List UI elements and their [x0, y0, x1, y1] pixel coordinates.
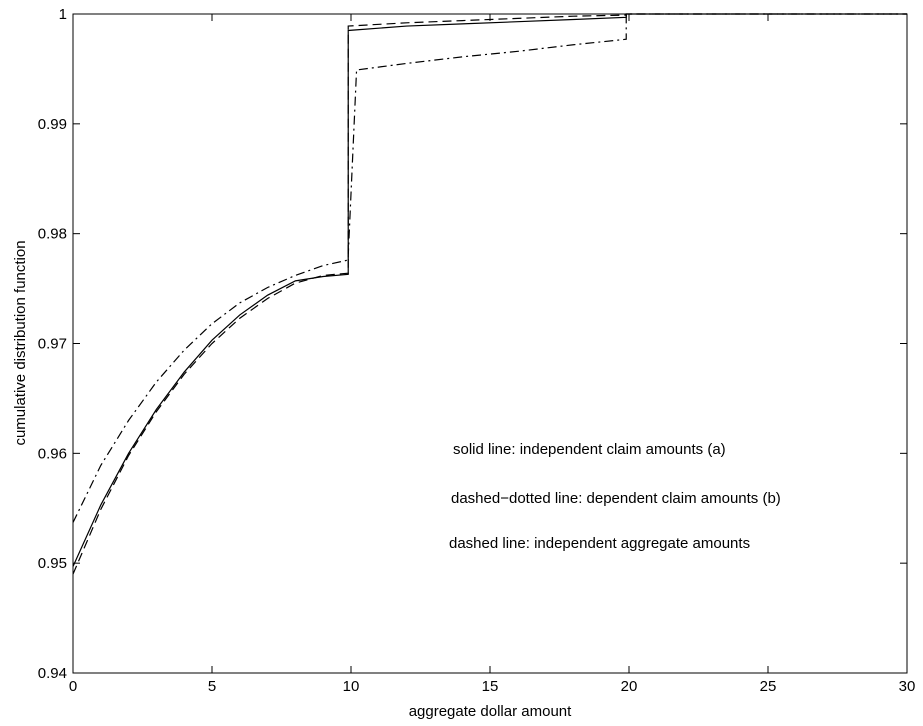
x-tick-label: 0 [69, 678, 77, 695]
plot-frame [72, 13, 908, 674]
y-axis-label: cumulative distribution function [12, 240, 29, 445]
x-tick-label: 25 [760, 678, 777, 695]
annotation-dashdot-line: dashed−dotted line: dependent claim amou… [451, 490, 781, 507]
annotation-solid-line: solid line: independent claim amounts (a… [453, 441, 726, 458]
ticks-group: 0 5 10 15 20 25 30 0.94 0.95 0.96 0.97 0.98 0.99 1 [38, 6, 916, 695]
y-tick-label: 1 [59, 6, 67, 23]
x-tick-label: 15 [482, 678, 499, 695]
x-tick-label: 30 [899, 678, 916, 695]
y-tick-label: 0.99 [38, 116, 67, 133]
annotation-dashed-line: dashed line: independent aggregate amoun… [449, 535, 750, 552]
y-tick-label: 0.96 [38, 445, 67, 462]
series-line-solid [72, 13, 907, 567]
y-tick-label: 0.94 [38, 665, 67, 682]
y-tick-label: 0.98 [38, 226, 67, 243]
series-line-dashdot [72, 13, 907, 523]
y-tick-label: 0.97 [38, 336, 67, 353]
series-group [72, 13, 907, 575]
x-tick-label: 20 [621, 678, 638, 695]
x-tick-label: 5 [208, 678, 216, 695]
series-line-dashed [72, 13, 907, 575]
x-tick-label: 10 [343, 678, 360, 695]
y-tick-label: 0.95 [38, 555, 67, 572]
x-axis-label: aggregate dollar amount [409, 703, 572, 720]
